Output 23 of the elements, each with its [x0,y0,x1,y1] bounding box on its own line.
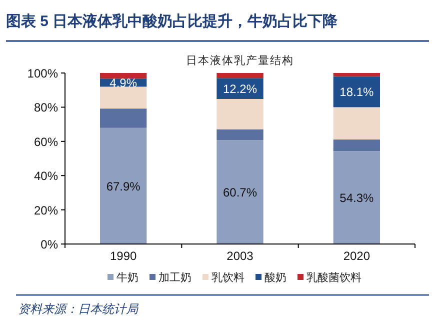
legend-label: 牛奶 [116,271,138,284]
data-label: 18.1% [340,85,374,100]
legend-label: 乳酸菌饮料 [306,271,362,284]
data-label: 12.2% [222,82,258,96]
x-tick-label: 2003 [226,249,254,263]
x-tick-label: 1990 [110,249,138,263]
y-tick-label: 100% [27,66,58,80]
data-label: 4.9% [110,76,138,90]
data-label: 60.7% [222,186,258,200]
y-tick-label: 80% [34,100,58,115]
chart-subtitle: 日本液体乳产量结构 [186,54,294,67]
text: 资料来源：日本统计局 [18,302,139,316]
x-tick-label: 2020 [343,249,370,263]
data-label: 67.9% [106,179,141,194]
chart-title: 图表 5 日本液体乳中酸奶占比提升，牛奶占比下降 [6,12,339,30]
y-tick-label: 0% [40,238,58,252]
y-tick-label: 40% [34,169,58,184]
legend-label: 乳饮料 [212,271,244,284]
data-label: 54.3% [340,191,374,206]
y-tick-label: 20% [34,203,58,218]
y-tick-label: 60% [34,134,58,149]
legend-label: 加工奶 [158,271,192,284]
legend-label: 酸奶 [264,272,286,284]
